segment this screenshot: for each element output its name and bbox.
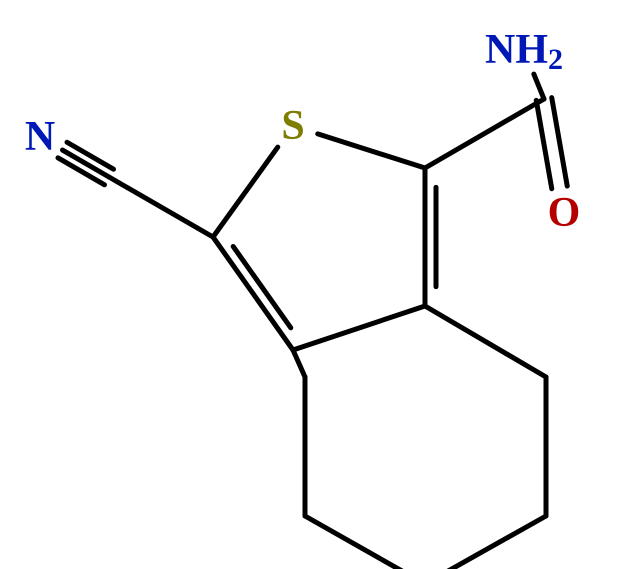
atom-label-N: N [25,114,55,160]
bond-single [305,516,425,569]
bond-single [425,99,544,168]
bond-single [425,306,546,377]
bond-single [534,74,544,99]
bond-double-outer [213,237,293,350]
bond-single [425,516,546,569]
bond-single [109,177,213,237]
atom-label-S: S [281,103,304,149]
bond-double-inner [233,246,291,327]
bond-single [213,147,278,237]
bond-double [552,98,568,186]
bonds-layer [58,74,567,569]
bond-single [293,306,425,350]
bond-single [318,134,425,168]
bond-single [293,350,305,377]
bond-double [536,100,552,188]
atom-label-NH2: NH2 [485,27,563,76]
molecule-canvas: S O NH2 N [0,0,626,569]
atom-label-O: O [548,190,581,236]
atoms-layer: S O NH2 N [25,27,581,236]
